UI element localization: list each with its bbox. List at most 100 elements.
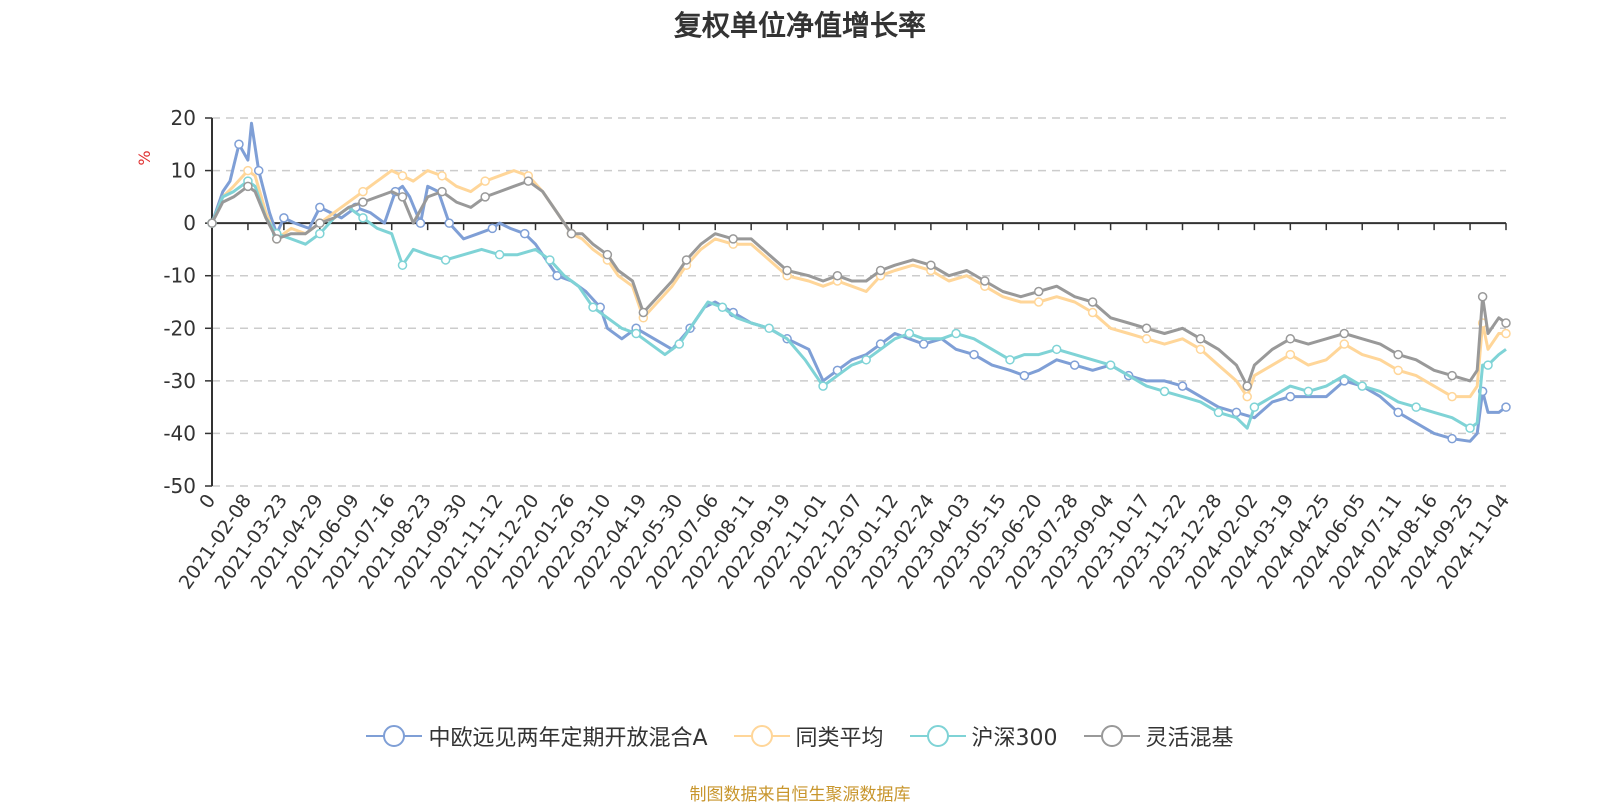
legend-label: 中欧远见两年定期开放混合A [428, 726, 708, 751]
series-point [1501, 328, 1511, 339]
series-point [1249, 402, 1260, 412]
series-point [1242, 391, 1252, 402]
series-point [253, 165, 264, 176]
series-point [861, 355, 871, 365]
series-point [969, 349, 979, 360]
series-point [523, 176, 534, 186]
series-point [243, 165, 253, 176]
series-point [415, 218, 426, 228]
y-tick-label: -50 [163, 474, 196, 498]
series-point [602, 249, 613, 260]
y-tick-label: -30 [163, 369, 196, 393]
series-point [681, 255, 692, 265]
series-point [315, 202, 325, 213]
series-point [1339, 339, 1349, 349]
series-point [437, 171, 447, 181]
y-tick-label: -10 [163, 264, 196, 288]
y-unit-label: % [135, 150, 154, 165]
series-point [243, 181, 253, 192]
x-tick-label: 0 [195, 490, 220, 513]
series-point [1195, 344, 1206, 355]
series-point [1087, 297, 1098, 307]
series-point [1033, 286, 1044, 297]
series-point [1501, 402, 1511, 412]
series-point [1195, 334, 1206, 344]
series-point [397, 192, 408, 202]
series-point [951, 328, 961, 339]
series-point [1213, 407, 1224, 418]
series-point [631, 328, 641, 339]
series-point [566, 228, 577, 239]
series-point [234, 139, 244, 150]
series-point [728, 234, 738, 244]
series-point [1447, 370, 1457, 381]
series-line [210, 179, 1507, 430]
series-point [1285, 349, 1296, 360]
series-point [1019, 370, 1030, 381]
source-note: 制图数据来自恒生聚源数据库 [689, 785, 911, 805]
series-point [1447, 391, 1457, 402]
series-point [315, 228, 325, 239]
series-point [315, 218, 325, 228]
series-point [552, 270, 562, 281]
series-line [210, 169, 1506, 399]
legend-line-circle-icon [733, 725, 790, 747]
tick-labels: 20100-10-20-30-40-5002021-02-082021-03-2… [163, 106, 1514, 593]
series-point [437, 186, 447, 197]
series-point [717, 302, 728, 313]
legend-item[interactable]: 沪深300 [909, 720, 1058, 752]
series-point [1357, 381, 1367, 391]
legend: 中欧远见两年定期开放混合A 同类平均 沪深300 灵活混基 [0, 720, 1600, 752]
series-point [1285, 334, 1296, 344]
series-point [1159, 386, 1170, 397]
series-point [980, 276, 990, 286]
series-lines [207, 121, 1511, 444]
series-point [1033, 297, 1044, 307]
series-point [1393, 349, 1403, 360]
series-point [674, 339, 685, 349]
legend-item[interactable]: 中欧远见两年定期开放混合A [366, 720, 708, 752]
series-line [210, 179, 1507, 388]
legend-item[interactable]: 同类平均 [733, 720, 884, 752]
series-point [494, 249, 505, 260]
series-point [782, 265, 792, 276]
legend-item[interactable]: 灵活混基 [1083, 720, 1234, 752]
y-tick-label: 0 [183, 211, 196, 235]
series-point [480, 192, 490, 202]
legend-line-circle-icon [909, 725, 966, 747]
series-point [1005, 355, 1015, 365]
series-point [397, 260, 408, 270]
series-point [1285, 391, 1296, 402]
series-point [1087, 307, 1098, 318]
series-point [487, 223, 498, 234]
series-point [1477, 291, 1488, 302]
series-point [1303, 386, 1314, 397]
series-point [1177, 381, 1188, 391]
series-point [832, 270, 843, 281]
series-point [1141, 334, 1152, 344]
legend-line-circle-icon [366, 725, 423, 747]
series-point [1465, 423, 1475, 433]
y-tick-label: 10 [171, 159, 196, 183]
series-point [480, 176, 490, 186]
series-point [397, 171, 408, 181]
series-point [764, 323, 774, 334]
series-point [1411, 402, 1421, 412]
series-point [1069, 360, 1080, 370]
series-point [1242, 381, 1252, 391]
series-point [271, 234, 282, 244]
series-point [358, 213, 368, 223]
series-point [1339, 328, 1349, 339]
series-point [588, 302, 598, 313]
series-point [638, 307, 649, 318]
series-point [818, 381, 828, 391]
y-tick-label: -20 [163, 316, 196, 340]
legend-label: 同类平均 [795, 726, 884, 751]
series-point [926, 260, 936, 270]
legend-line-circle-icon [1083, 725, 1140, 747]
series-point [207, 218, 217, 228]
series-point [1393, 407, 1403, 418]
y-tick-label: 20 [171, 106, 196, 130]
series-point [1105, 360, 1116, 370]
